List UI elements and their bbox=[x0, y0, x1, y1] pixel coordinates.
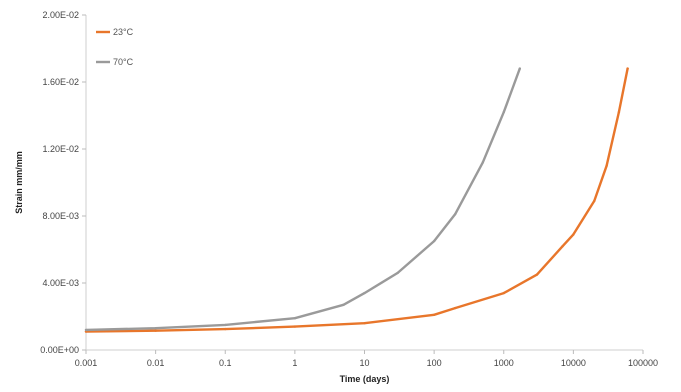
data-point bbox=[535, 273, 539, 276]
y-tick-label: 1.20E-02 bbox=[42, 144, 79, 154]
y-axis-title: Strain mm/mm bbox=[14, 151, 24, 214]
x-tick-label: 100 bbox=[427, 358, 442, 368]
data-point bbox=[432, 239, 436, 243]
x-tick-label: 1 bbox=[292, 358, 297, 368]
x-tick-label: 0.001 bbox=[75, 358, 98, 368]
data-point bbox=[481, 161, 484, 164]
data-point bbox=[605, 164, 608, 167]
legend-label: 23°C bbox=[113, 27, 134, 37]
y-axis: 0.00E+00 4.00E-03 8.00E-03 1.20E-02 1.60E-02… bbox=[40, 10, 87, 355]
x-axis-title: Time (days) bbox=[340, 374, 390, 384]
y-tick-label: 8.00E-03 bbox=[42, 211, 79, 221]
legend: 23°C 70°C bbox=[96, 27, 134, 67]
data-point bbox=[396, 271, 399, 275]
x-tick-label: 10000 bbox=[561, 358, 586, 368]
data-point bbox=[572, 233, 575, 236]
y-tick-label: 0.00E+00 bbox=[40, 345, 79, 355]
series-layer bbox=[84, 67, 629, 333]
data-point bbox=[84, 328, 88, 332]
data-point bbox=[293, 325, 297, 328]
x-tick-label: 10 bbox=[359, 358, 369, 368]
data-point bbox=[502, 291, 505, 295]
data-point bbox=[154, 329, 157, 332]
data-point bbox=[453, 306, 457, 310]
x-tick-label: 0.1 bbox=[219, 358, 232, 368]
x-tick-label: 1000 bbox=[494, 358, 514, 368]
data-point bbox=[224, 323, 227, 327]
data-point bbox=[363, 322, 366, 325]
data-point bbox=[432, 313, 436, 316]
y-tick-label: 1.60E-02 bbox=[42, 77, 79, 87]
data-point bbox=[626, 67, 629, 70]
data-point bbox=[518, 67, 521, 70]
data-point bbox=[453, 213, 457, 216]
data-point bbox=[342, 303, 345, 306]
data-point bbox=[502, 110, 505, 114]
data-point bbox=[561, 245, 564, 248]
data-point bbox=[593, 199, 596, 203]
data-point bbox=[154, 327, 157, 330]
y-tick-label: 2.00E-02 bbox=[42, 10, 79, 20]
series-line-70c bbox=[84, 67, 521, 332]
data-point bbox=[363, 291, 366, 295]
series-line-23c bbox=[84, 67, 629, 333]
x-axis: 0.001 0.01 0.1 1 10 100 1000 10000 100000 bbox=[75, 349, 658, 368]
data-point bbox=[224, 327, 227, 331]
data-point bbox=[617, 110, 621, 114]
x-tick-label: 100000 bbox=[628, 358, 658, 368]
data-point bbox=[293, 317, 297, 320]
x-tick-label: 0.01 bbox=[147, 358, 165, 368]
y-tick-label: 4.00E-03 bbox=[42, 278, 79, 288]
legend-label: 70°C bbox=[113, 57, 134, 67]
